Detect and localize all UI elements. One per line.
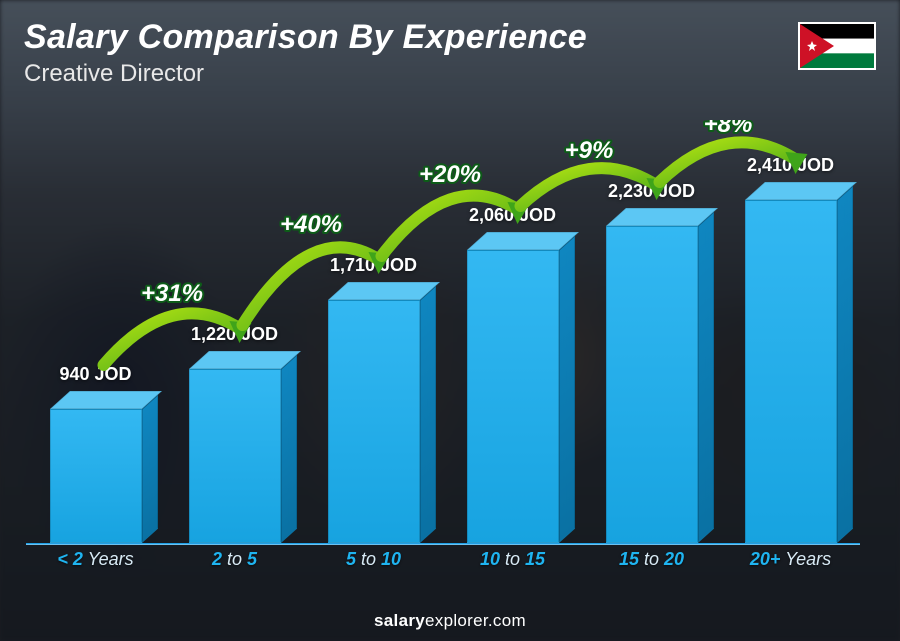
bar-side (698, 212, 714, 543)
bar-side (559, 236, 575, 543)
bar-side (142, 395, 158, 543)
bar-front (328, 300, 420, 543)
content: Salary Comparison By Experience Creative… (0, 0, 900, 641)
x-labels: < 2 Years2 to 55 to 1010 to 1515 to 2020… (26, 549, 860, 581)
bar-side (837, 186, 853, 543)
bar-slot: 2,060 JOD (443, 120, 582, 543)
bar-value-label: 2,230 JOD (608, 181, 695, 202)
bar-chart: 940 JOD 1,220 JOD 1,710 JOD 2,060 JOD 2,230 … (26, 120, 860, 581)
bar: 940 JOD (50, 409, 142, 543)
bar-slot: 1,710 JOD (304, 120, 443, 543)
bar-front (606, 226, 698, 543)
x-axis-label: 20+ Years (721, 549, 860, 581)
bar-value-label: 2,060 JOD (469, 205, 556, 226)
bar-slot: 940 JOD (26, 120, 165, 543)
x-axis-label: 10 to 15 (443, 549, 582, 581)
footer-domain: explorer.com (425, 611, 526, 630)
bar: 1,710 JOD (328, 300, 420, 543)
bars-container: 940 JOD 1,220 JOD 1,710 JOD 2,060 JOD 2,230 … (26, 120, 860, 543)
bar-front (50, 409, 142, 543)
chart-title: Salary Comparison By Experience (24, 18, 587, 57)
bar-side (420, 286, 436, 543)
flag-jordan-icon (798, 22, 876, 70)
bar-value-label: 2,410 JOD (747, 155, 834, 176)
bar-side (281, 355, 297, 543)
bar-value-label: 1,710 JOD (330, 255, 417, 276)
bar-front (467, 250, 559, 543)
bar-value-label: 940 JOD (59, 364, 131, 385)
bar-front (745, 200, 837, 543)
bar-slot: 2,410 JOD (721, 120, 860, 543)
x-axis-label: 2 to 5 (165, 549, 304, 581)
bar: 1,220 JOD (189, 369, 281, 543)
x-axis-label: 5 to 10 (304, 549, 443, 581)
x-axis-label: < 2 Years (26, 549, 165, 581)
x-axis-label: 15 to 20 (582, 549, 721, 581)
bar-front (189, 369, 281, 543)
bar: 2,060 JOD (467, 250, 559, 543)
bar-slot: 1,220 JOD (165, 120, 304, 543)
bar-slot: 2,230 JOD (582, 120, 721, 543)
footer-attribution: salaryexplorer.com (0, 611, 900, 631)
bar: 2,410 JOD (745, 200, 837, 543)
bar: 2,230 JOD (606, 226, 698, 543)
baseline (26, 543, 860, 545)
bar-value-label: 1,220 JOD (191, 324, 278, 345)
footer-brand: salary (374, 611, 425, 630)
chart-subtitle: Creative Director (24, 60, 204, 88)
